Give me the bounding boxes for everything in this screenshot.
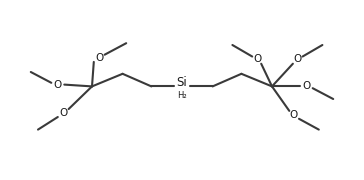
- Text: O: O: [59, 108, 67, 118]
- Text: Si: Si: [177, 76, 187, 89]
- Text: O: O: [253, 54, 262, 64]
- Text: O: O: [289, 110, 298, 120]
- Text: O: O: [54, 80, 62, 90]
- Text: O: O: [302, 81, 310, 91]
- Text: H₂: H₂: [177, 91, 187, 100]
- Text: O: O: [293, 54, 301, 64]
- Text: O: O: [95, 53, 103, 63]
